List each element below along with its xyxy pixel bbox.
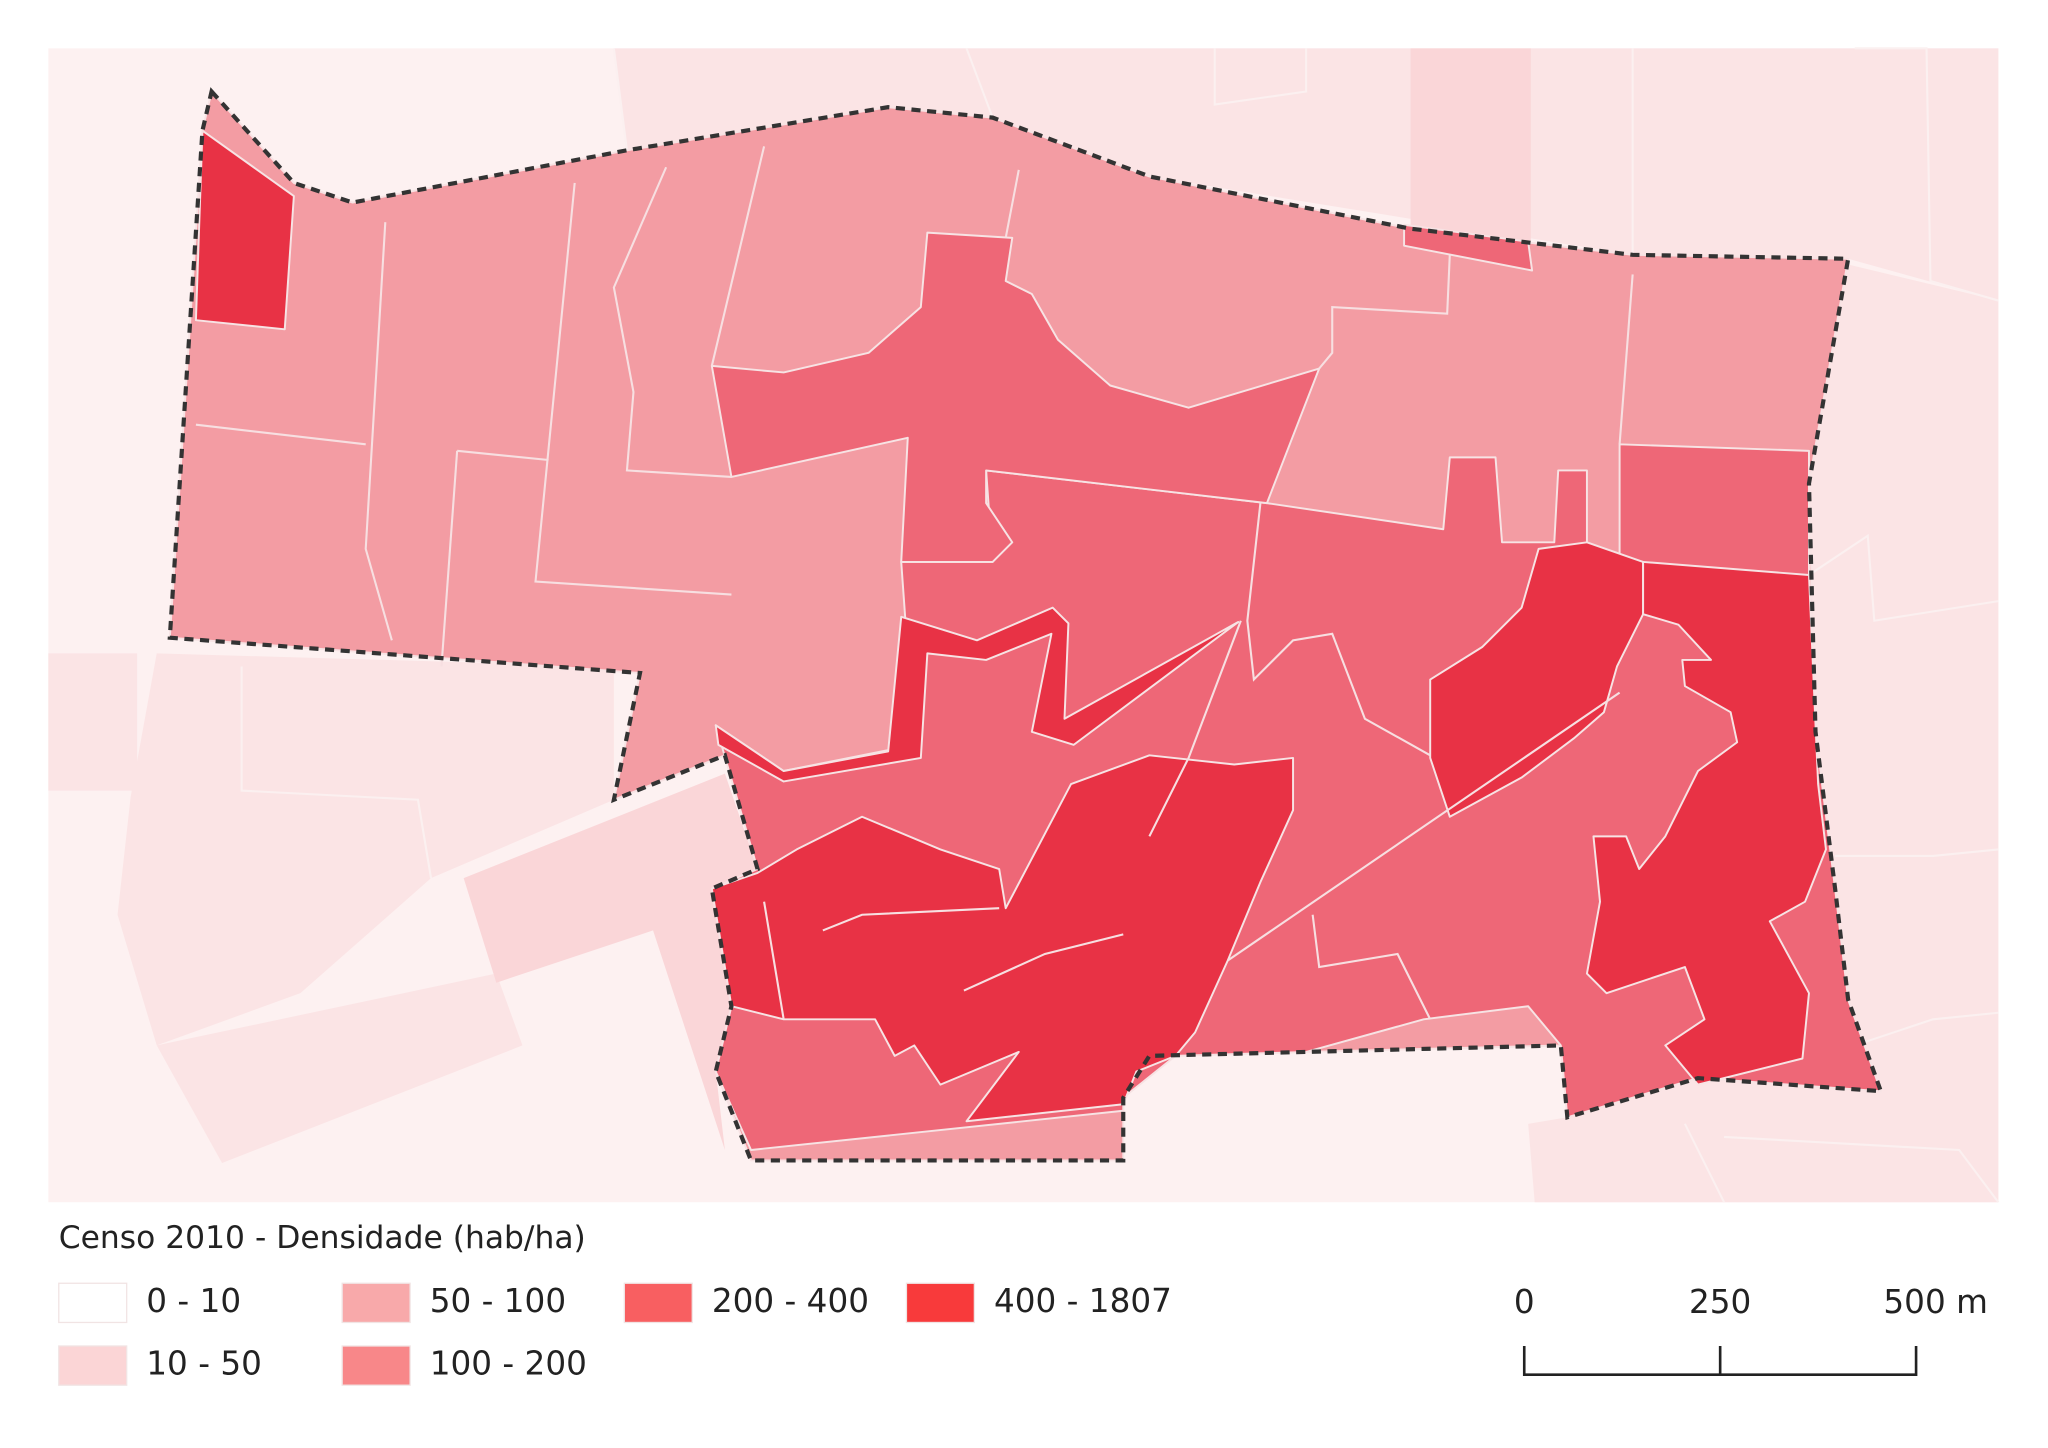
block-400-1807	[1429, 541, 1645, 818]
block-boundary	[710, 146, 766, 367]
scale-bar-line	[1522, 1345, 1918, 1377]
legend: Censo 2010 - Densidade (hab/ha) 0 - 10 10…	[58, 1220, 1172, 1386]
legend-label: 10 - 50	[146, 1345, 262, 1383]
legend-swatch	[623, 1282, 693, 1324]
study-area-boundary	[167, 87, 1884, 1163]
legend-swatch	[341, 1345, 411, 1386]
block-100-200	[1403, 223, 1534, 272]
surrounding-block	[1410, 48, 1531, 242]
street	[965, 47, 994, 118]
legend-swatch	[905, 1282, 976, 1324]
legend-label: 0 - 10	[146, 1282, 241, 1320]
block-boundary	[1004, 169, 1020, 239]
block-boundary	[1227, 691, 1621, 962]
street	[612, 48, 628, 151]
scale-bar-label: 250	[1689, 1283, 1751, 1321]
surrounding-block	[48, 653, 138, 791]
street	[1835, 848, 1999, 857]
legend-label: 100 - 200	[430, 1345, 587, 1383]
block-boundary	[1148, 620, 1242, 837]
street	[1683, 1123, 1726, 1203]
block-boundary	[1246, 502, 1431, 757]
legend-swatch	[341, 1282, 411, 1324]
block-boundary	[1318, 254, 1451, 370]
block-boundary	[1311, 914, 1432, 1020]
block-boundary	[440, 450, 459, 667]
legend-label: 50 - 100	[430, 1282, 566, 1320]
scale-bar-label: 0	[1514, 1283, 1535, 1321]
surrounding-block	[613, 48, 1999, 301]
block-boundary	[1618, 274, 1634, 445]
block-boundary	[457, 449, 549, 462]
legend-swatch	[58, 1282, 128, 1324]
legend-swatch	[58, 1345, 128, 1386]
legend-label: 200 - 400	[712, 1282, 869, 1320]
scale-bar-label: 500 m	[1883, 1283, 1988, 1321]
block-100-200	[710, 231, 1321, 563]
map	[48, 47, 2000, 1203]
block-boundary	[534, 182, 732, 596]
street	[1724, 1135, 2000, 1203]
street	[1854, 1011, 1999, 1047]
legend-label: 400 - 1807	[994, 1282, 1172, 1320]
legend-title: Censo 2010 - Densidade (hab/ha)	[59, 1220, 586, 1256]
block-boundary	[195, 423, 366, 446]
surrounding-block	[463, 773, 758, 1150]
block-boundary	[822, 907, 1000, 932]
street	[240, 666, 433, 879]
street	[1213, 48, 1308, 106]
block-boundary	[963, 933, 1124, 992]
surrounding-block	[1528, 261, 1999, 1203]
block-boundary	[612, 166, 732, 479]
block-400-1807	[714, 606, 1240, 783]
block-boundary	[763, 901, 785, 1020]
block-boundary	[364, 222, 393, 641]
block-400-1807	[1585, 560, 1827, 1086]
street	[1808, 533, 1999, 622]
scale-bar: 0 250 500 m	[1514, 1283, 1988, 1377]
block-400-1807	[194, 129, 295, 331]
street	[1854, 47, 1999, 302]
surrounding-block	[156, 973, 523, 1164]
